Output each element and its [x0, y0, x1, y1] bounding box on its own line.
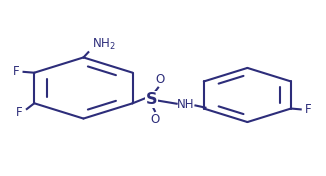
Text: O: O — [155, 73, 164, 86]
Text: F: F — [16, 106, 23, 119]
Text: NH$_2$: NH$_2$ — [92, 37, 115, 52]
Text: O: O — [150, 113, 159, 126]
Text: F: F — [13, 65, 20, 78]
Text: NH: NH — [177, 98, 195, 111]
Text: F: F — [304, 103, 311, 116]
Text: S: S — [146, 92, 157, 107]
